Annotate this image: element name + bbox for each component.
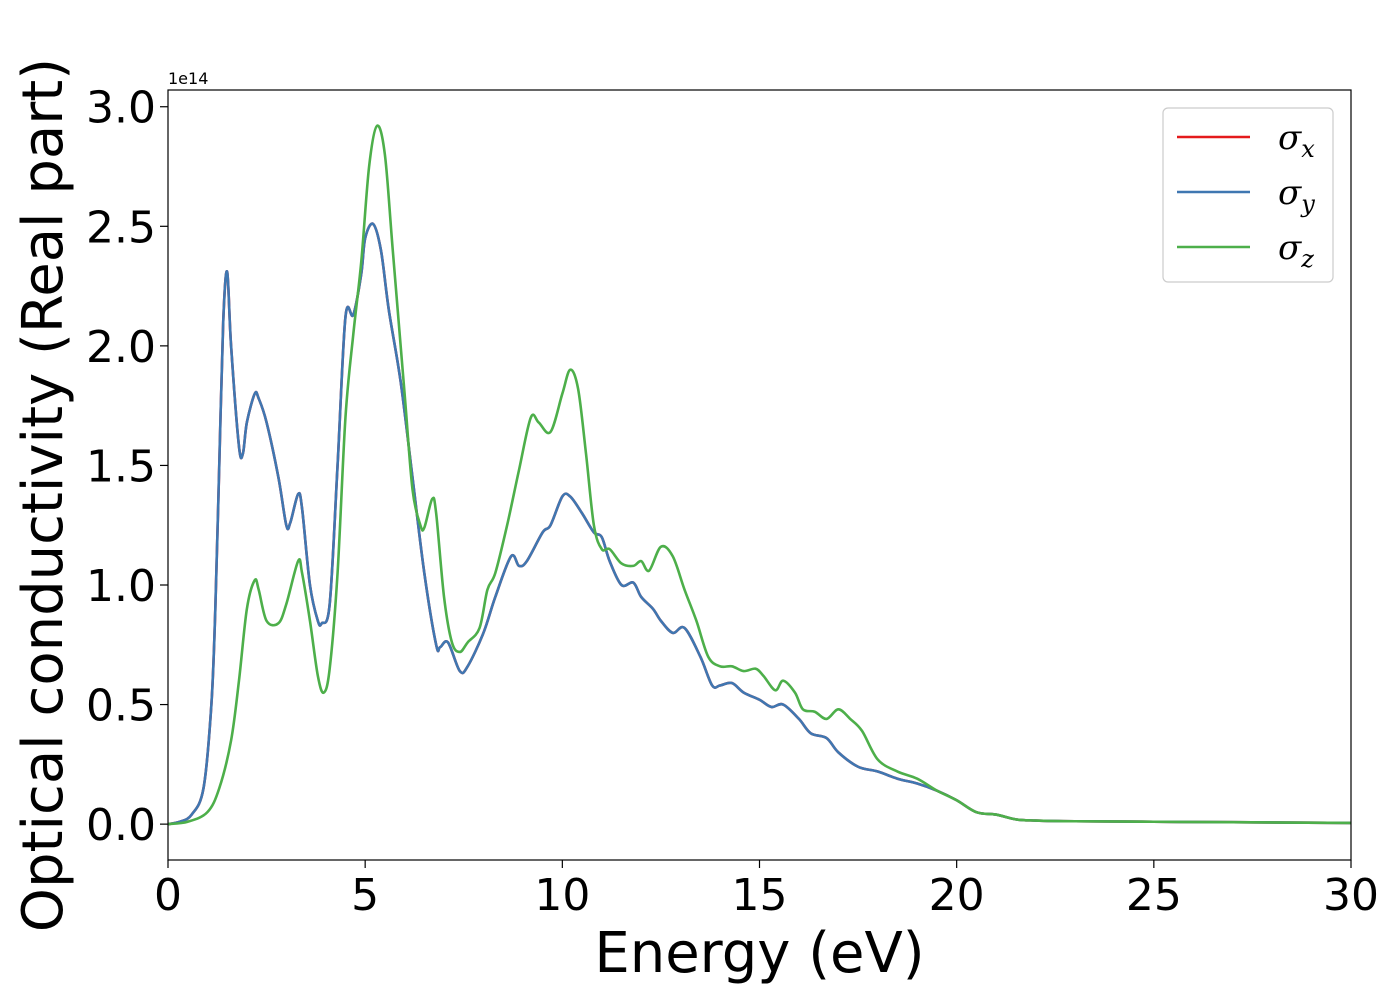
x-axis: 0 5 10 15 20 25 30 xyxy=(154,860,1379,921)
x-tick-label: 25 xyxy=(1126,870,1182,921)
legend-label-x: σx xyxy=(1278,118,1315,163)
y-tick-label: 1.0 xyxy=(86,561,156,612)
y-tick-label: 2.5 xyxy=(86,202,156,253)
y-axis-label: Optical conductivity (Real part) xyxy=(11,58,76,932)
x-tick-label: 10 xyxy=(534,870,590,921)
y-tick-label: 1.5 xyxy=(86,441,156,492)
legend-symbol: σ xyxy=(1278,228,1302,268)
legend-subscript: x xyxy=(1301,135,1315,163)
y-tick-label: 0.5 xyxy=(86,681,156,732)
series-line-y xyxy=(168,222,1351,826)
x-tick-label: 20 xyxy=(929,870,985,921)
legend-box xyxy=(1162,107,1334,283)
y-tick-label: 0.0 xyxy=(86,800,156,851)
x-tick-label: 0 xyxy=(154,870,182,921)
series-line-z xyxy=(168,124,1351,826)
y-tick-label: 2.0 xyxy=(86,322,156,373)
legend-label-y: σy xyxy=(1278,173,1315,218)
y-offset-label: 1e14 xyxy=(168,69,208,88)
x-axis-label: Energy (eV) xyxy=(594,921,924,986)
legend-symbol: σ xyxy=(1278,173,1302,213)
x-tick-label: 15 xyxy=(732,870,788,921)
legend-label-z: σz xyxy=(1278,228,1314,273)
legend-subscript: y xyxy=(1300,190,1315,218)
y-axis: 0.0 0.5 1.0 1.5 2.0 2.5 3.0 xyxy=(86,83,168,851)
y-tick-label: 3.0 xyxy=(86,83,156,134)
legend-symbol: σ xyxy=(1278,118,1302,158)
x-tick-label: 30 xyxy=(1323,870,1379,921)
series-layer xyxy=(168,124,1351,826)
x-tick-label: 5 xyxy=(351,870,379,921)
legend-subscript: z xyxy=(1300,245,1314,273)
